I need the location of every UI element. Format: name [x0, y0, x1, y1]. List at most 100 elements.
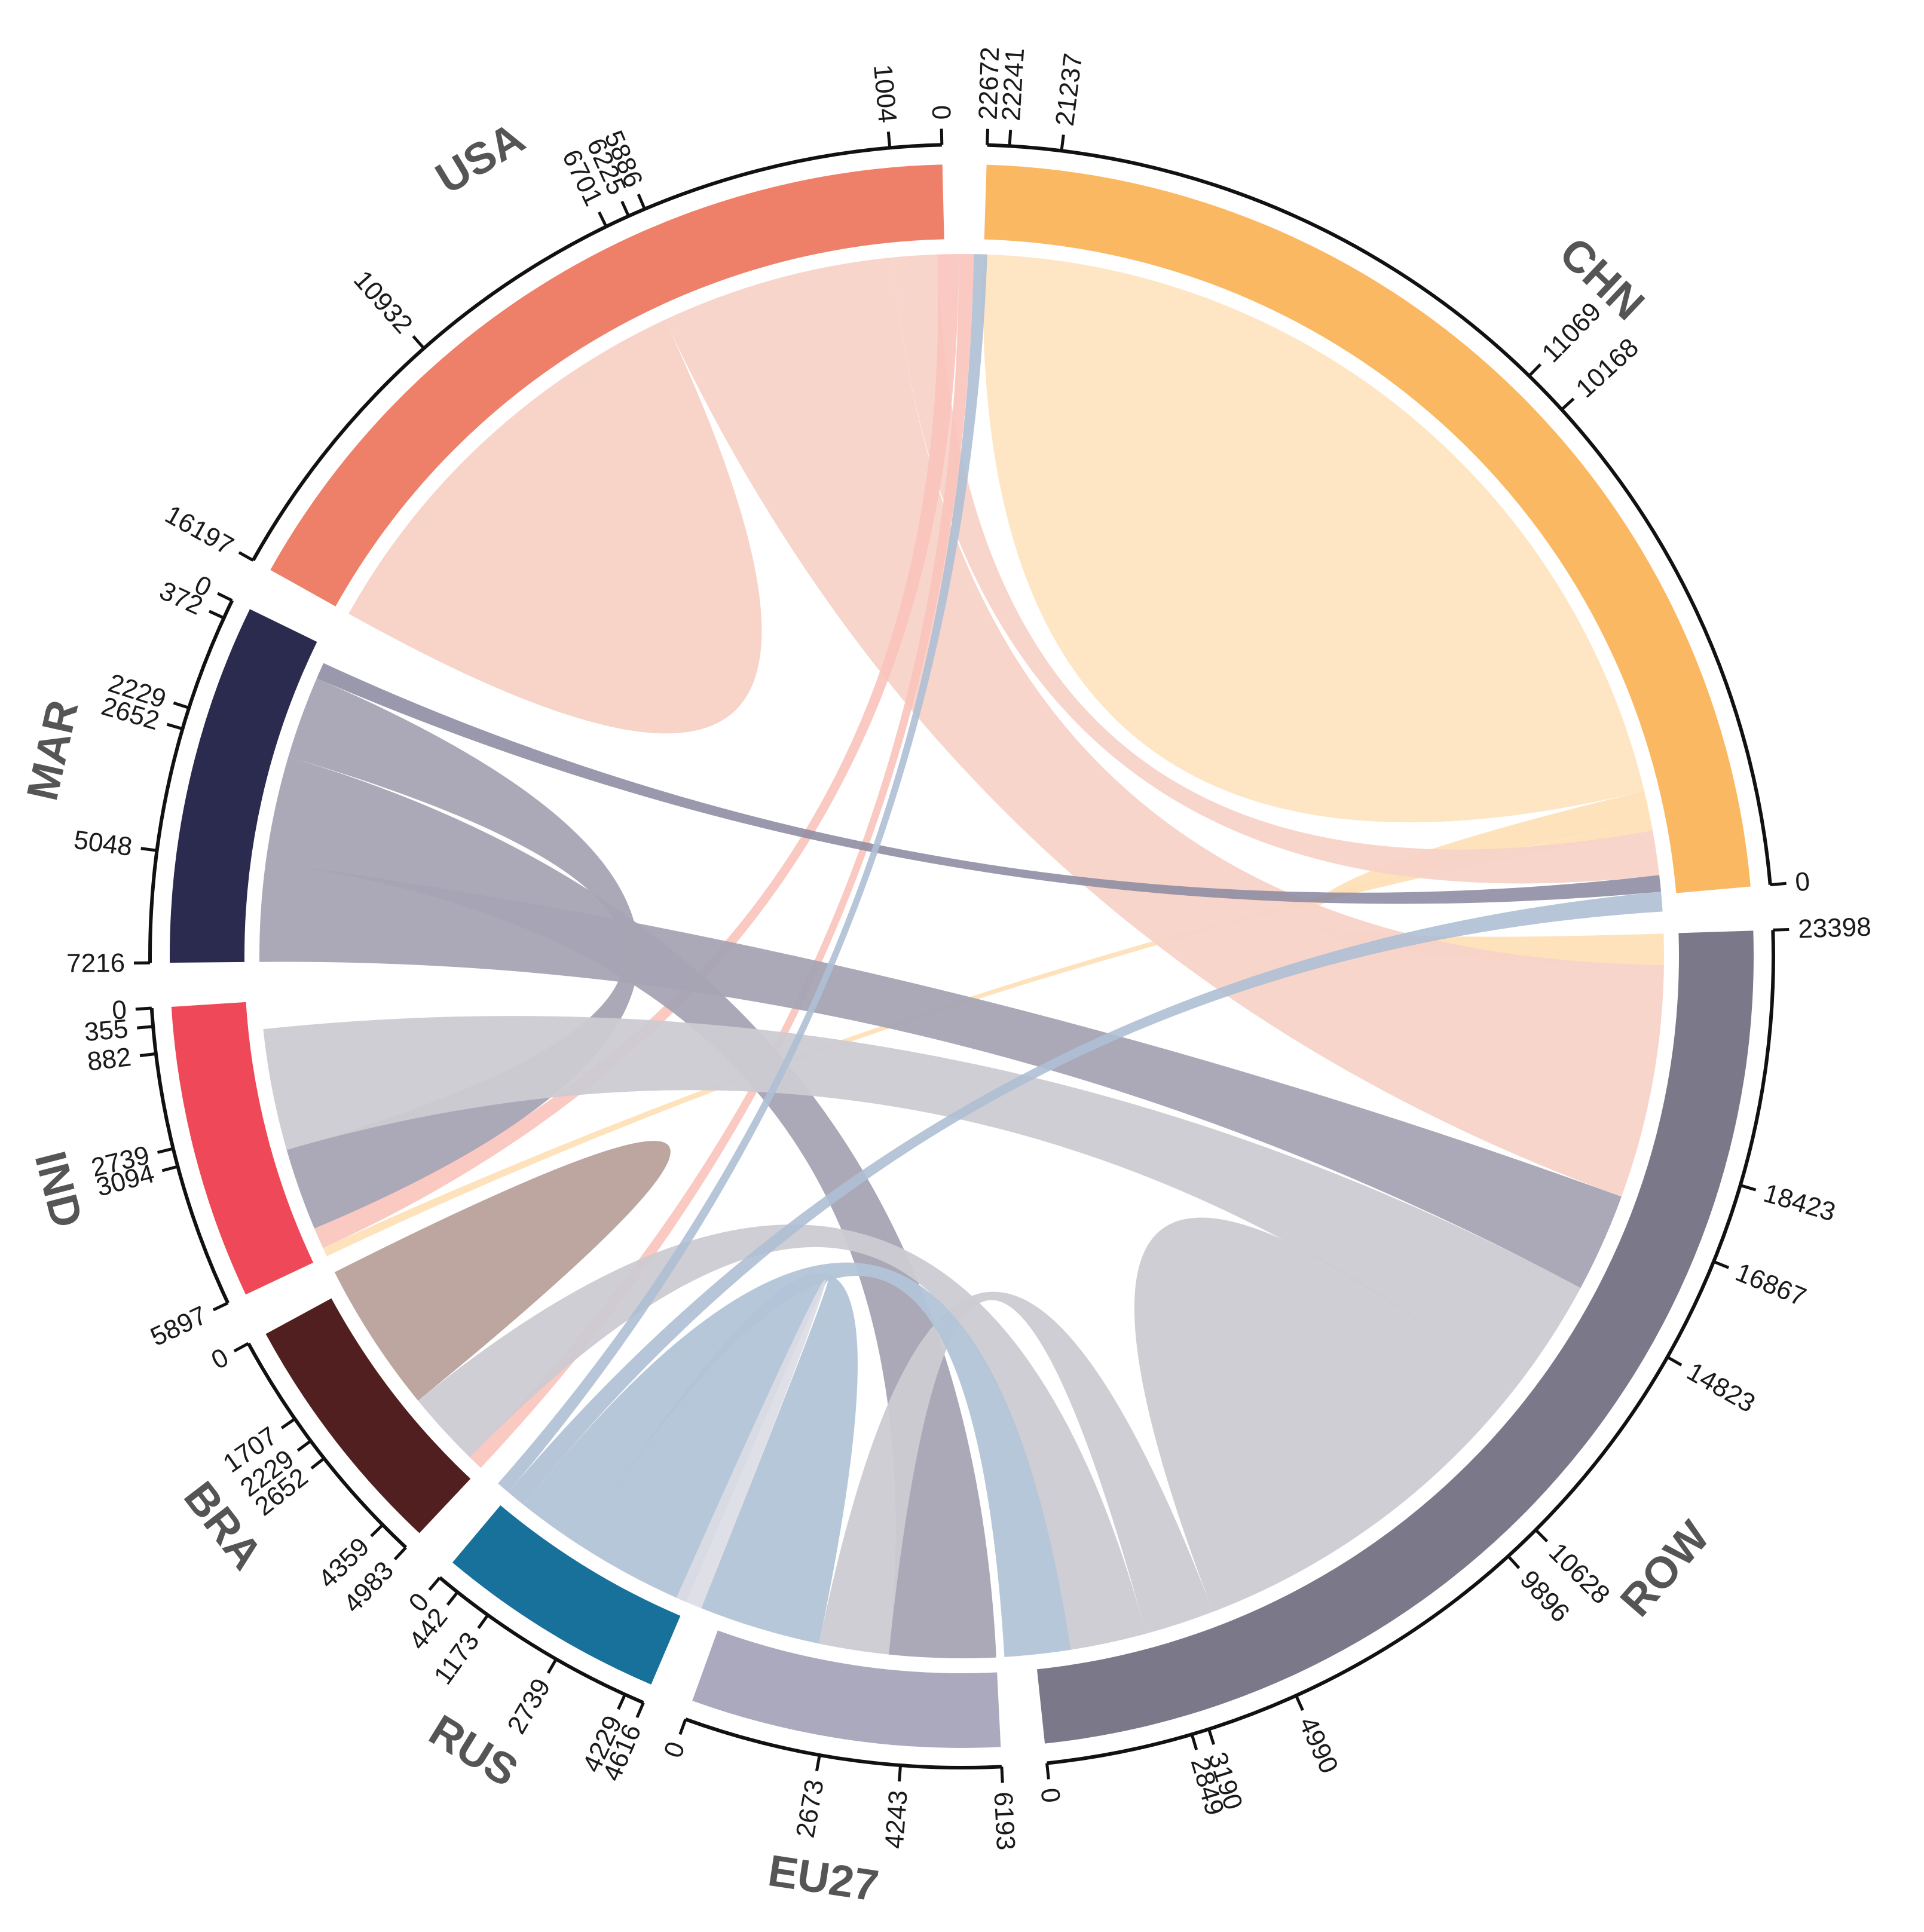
- tick-label-mar-7216: 7216: [66, 948, 125, 978]
- sector-usa: [270, 164, 944, 607]
- tick-eu27-2673: [815, 1755, 821, 1772]
- tick-rus-1173: [477, 1614, 490, 1629]
- tick-mar-5048: [140, 847, 157, 852]
- tick-row-9896: [1507, 1555, 1521, 1569]
- tick-mar-372: [208, 610, 225, 620]
- tick-mar-2229: [173, 701, 189, 709]
- tick-row-14823: [1666, 1355, 1683, 1367]
- ribbon-usa-to-usa: [348, 320, 762, 734]
- tick-rus-4229: [617, 1694, 626, 1710]
- sector-row: [1036, 930, 1754, 1744]
- tick-chn-21237: [1060, 134, 1065, 151]
- tick-label-row-14823: 14823: [1682, 1357, 1760, 1418]
- ribbon-usa-to-row: [665, 257, 1664, 1197]
- tick-label-row-18423: 18423: [1760, 1178, 1839, 1227]
- tick-rus-4616: [635, 1702, 645, 1719]
- ribbon-bra-to-bra: [334, 1141, 671, 1401]
- sector-rus: [452, 1505, 681, 1685]
- ribbon-row-to-ind: [263, 1016, 1581, 1391]
- tick-bra-2229: [296, 1440, 312, 1452]
- ribbon-chn-to-row: [1308, 791, 1664, 965]
- sector-mar: [170, 609, 317, 963]
- tick-mar-0: [216, 592, 233, 602]
- axis-usa: [251, 143, 942, 562]
- tick-label-row-16867: 16867: [1732, 1257, 1810, 1312]
- tick-bra-0: [233, 1342, 249, 1353]
- sectors-layer: [170, 164, 1754, 1748]
- axis-mar: [148, 599, 234, 963]
- tick-bra-4359: [370, 1523, 384, 1538]
- tick-label-mar-5048: 5048: [72, 825, 134, 862]
- tick-label-chn-0: 0: [1794, 867, 1811, 897]
- tick-ind-2739: [157, 1147, 174, 1154]
- tick-label-ind-5897: 5897: [146, 1300, 211, 1352]
- tick-usa-6225: [620, 201, 630, 217]
- tick-label-usa-0: 0: [926, 105, 956, 120]
- tick-rus-0: [428, 1576, 441, 1591]
- tick-eu27-4243: [898, 1765, 903, 1782]
- tick-bra-2652: [310, 1457, 325, 1470]
- tick-label-chn-22241: 22241: [996, 47, 1030, 122]
- tick-row-16867: [1713, 1260, 1730, 1269]
- ribbon-usa-to-chn: [892, 254, 1660, 884]
- tick-label-rus-2739: 2739: [501, 1674, 556, 1739]
- tick-label-ind-0: 0: [111, 995, 128, 1025]
- sector-eu27: [692, 1630, 1001, 1748]
- tick-label-usa-1004: 1004: [868, 63, 902, 124]
- ribbon-mar-to-row: [259, 862, 1622, 1288]
- tick-rus-2739: [546, 1658, 558, 1674]
- ribbon-eu27-to-eu27: [676, 1279, 826, 1609]
- tick-label-eu27-6193: 6193: [989, 1791, 1021, 1851]
- axis-ind: [149, 1008, 230, 1304]
- tick-chn-22241: [1008, 130, 1013, 146]
- tick-chn-22672: [986, 128, 990, 145]
- tick-chn-0: [1770, 881, 1787, 887]
- tick-row-23398: [1773, 927, 1790, 932]
- ribbons-layer: [259, 254, 1664, 1658]
- tick-label-chn-21237: 21237: [1050, 51, 1088, 127]
- axis-eu27: [684, 1717, 1002, 1769]
- tick-label-eu27-2673: 2673: [791, 1777, 830, 1840]
- tick-row-3190: [1207, 1728, 1216, 1746]
- tick-row-4990: [1295, 1695, 1304, 1711]
- tick-rus-442: [446, 1591, 459, 1606]
- tick-usa-1004: [886, 131, 892, 148]
- tick-chn-10168: [1561, 397, 1575, 411]
- tick-label-row-0: 0: [1035, 1787, 1066, 1804]
- tick-eu27-0: [678, 1719, 687, 1735]
- tick-bra-4983: [393, 1546, 407, 1560]
- ribbon-chn-to-chn: [983, 254, 1644, 823]
- tick-usa-6701: [598, 211, 608, 228]
- sector-label-row: ROW: [1610, 1511, 1718, 1625]
- tick-label-row-4990: 4990: [1293, 1713, 1344, 1778]
- tick-label-eu27-4243: 4243: [880, 1789, 913, 1850]
- axis-bra: [246, 1342, 408, 1549]
- tick-label-chn-22672: 22672: [973, 47, 1005, 121]
- tick-usa-16197: [238, 551, 254, 562]
- ribbon-row-to-row: [1134, 1217, 1513, 1612]
- axis-rus: [438, 1576, 644, 1704]
- sector-ind: [171, 1002, 314, 1295]
- tick-row-10628: [1534, 1529, 1549, 1543]
- ribbon-rus-to-row: [523, 1262, 1071, 1657]
- sector-label-mar: MAR: [17, 696, 87, 805]
- tick-label-usa-16197: 16197: [160, 500, 238, 561]
- tick-row-18423: [1740, 1184, 1757, 1192]
- tick-label-eu27-0: 0: [658, 1738, 690, 1762]
- sector-chn: [984, 164, 1751, 893]
- tick-label-bra-0: 0: [206, 1343, 233, 1376]
- tick-bra-1707: [280, 1417, 296, 1429]
- tick-usa-0: [940, 128, 944, 145]
- sector-label-usa: USA: [427, 112, 533, 203]
- tick-ind-5897: [212, 1302, 229, 1312]
- tick-chn-11069: [1528, 363, 1542, 377]
- axis-chn: [987, 143, 1772, 885]
- tick-usa-10932: [412, 335, 426, 350]
- tick-ind-3094: [161, 1165, 179, 1172]
- tick-label-usa-10932: 10932: [348, 265, 418, 339]
- sector-label-eu27: EU27: [765, 1845, 882, 1911]
- sector-label-ind: IND: [25, 1146, 92, 1232]
- tick-ind-0: [135, 1006, 152, 1011]
- tick-ind-355: [137, 1025, 154, 1030]
